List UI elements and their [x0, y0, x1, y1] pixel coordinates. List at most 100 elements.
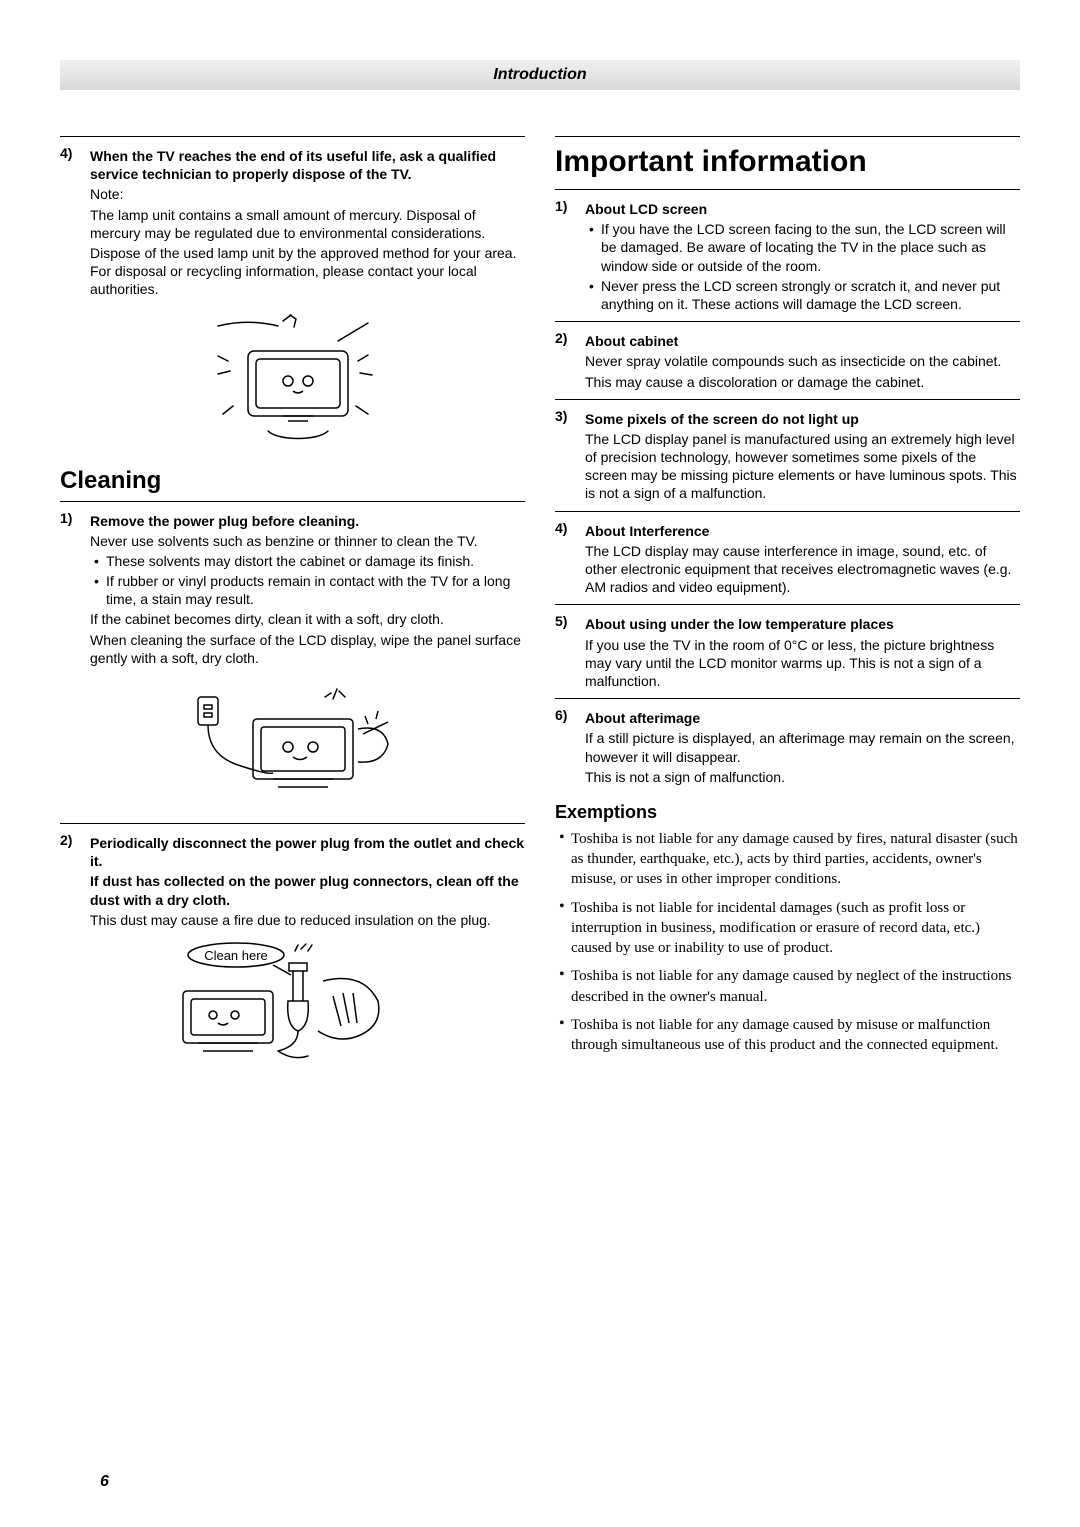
info-item-3: 3) Some pixels of the screen do not ligh… — [555, 408, 1020, 505]
bullet-text: Toshiba is not liable for any damage cau… — [571, 1015, 1020, 1056]
divider — [555, 604, 1020, 605]
divider — [555, 698, 1020, 699]
list-number: 4) — [555, 520, 585, 599]
left-column: 4) When the TV reaches the end of its us… — [60, 130, 525, 1085]
list-body: About LCD screen • If you have the LCD s… — [585, 198, 1020, 315]
item-title: About afterimage — [585, 709, 1020, 727]
divider — [60, 823, 525, 824]
exemptions-heading: Exemptions — [555, 802, 1020, 823]
item-title: About using under the low temperature pl… — [585, 615, 1020, 633]
item-title: About Interference — [585, 522, 1020, 540]
note-label: Note: — [90, 185, 525, 203]
item-title: Some pixels of the screen do not light u… — [585, 410, 1020, 428]
header-title: Introduction — [493, 66, 586, 84]
info-item-1: 1) About LCD screen • If you have the LC… — [555, 198, 1020, 315]
info-item-2: 2) About cabinet Never spray volatile co… — [555, 330, 1020, 393]
bullet-text: These solvents may distort the cabinet o… — [106, 552, 525, 570]
cleaning-item-1: 1) Remove the power plug before cleaning… — [60, 510, 525, 670]
callout-label: Clean here — [204, 948, 268, 963]
bullet-icon: • — [555, 829, 571, 890]
bullet-icon: • — [585, 220, 601, 275]
bullet-text: If you have the LCD screen facing to the… — [601, 220, 1020, 275]
paragraph: Dispose of the used lamp unit by the app… — [90, 244, 525, 299]
bullet-icon: • — [90, 552, 106, 570]
exemptions-list: • Toshiba is not liable for any damage c… — [555, 829, 1020, 1056]
info-item-6: 6) About afterimage If a still picture i… — [555, 707, 1020, 788]
bullet-icon: • — [555, 898, 571, 959]
list-number: 1) — [60, 510, 90, 670]
list-number: 3) — [555, 408, 585, 505]
list-number: 5) — [555, 613, 585, 692]
important-info-heading: Important information — [555, 145, 1020, 179]
cleaning-item-2: 2) Periodically disconnect the power plu… — [60, 832, 525, 931]
bullet-text: Toshiba is not liable for any damage cau… — [571, 829, 1020, 890]
bullet-item: • Toshiba is not liable for incidental d… — [555, 898, 1020, 959]
list-body: About Interference The LCD display may c… — [585, 520, 1020, 599]
item-title: Periodically disconnect the power plug f… — [90, 834, 525, 870]
paragraph: The LCD display panel is manufactured us… — [585, 430, 1020, 503]
paragraph: When cleaning the surface of the LCD dis… — [90, 631, 525, 667]
info-item-5: 5) About using under the low temperature… — [555, 613, 1020, 692]
bullet-item: • If you have the LCD screen facing to t… — [585, 220, 1020, 275]
list-body: When the TV reaches the end of its usefu… — [90, 145, 525, 301]
disposal-item: 4) When the TV reaches the end of its us… — [60, 145, 525, 301]
list-body: About afterimage If a still picture is d… — [585, 707, 1020, 788]
divider — [555, 399, 1020, 400]
info-item-4: 4) About Interference The LCD display ma… — [555, 520, 1020, 599]
divider — [555, 321, 1020, 322]
paragraph: If a still picture is displayed, an afte… — [585, 729, 1020, 765]
paragraph: The LCD display may cause interference i… — [585, 542, 1020, 597]
bullet-icon: • — [585, 277, 601, 313]
item-title: About cabinet — [585, 332, 1020, 350]
list-body: Some pixels of the screen do not light u… — [585, 408, 1020, 505]
bullet-text: Toshiba is not liable for incidental dam… — [571, 898, 1020, 959]
list-number: 2) — [60, 832, 90, 931]
list-body: Remove the power plug before cleaning. N… — [90, 510, 525, 670]
cleaning-heading: Cleaning — [60, 467, 525, 495]
divider — [555, 511, 1020, 512]
list-number: 4) — [60, 145, 90, 301]
paragraph: This may cause a discoloration or damage… — [585, 373, 1020, 391]
paragraph: The lamp unit contains a small amount of… — [90, 206, 525, 242]
paragraph: Never spray volatile compounds such as i… — [585, 352, 1020, 370]
list-body: About cabinet Never spray volatile compo… — [585, 330, 1020, 393]
paragraph: This is not a sign of malfunction. — [585, 768, 1020, 786]
item-title: If dust has collected on the power plug … — [90, 872, 525, 908]
disposal-illustration — [60, 311, 525, 451]
bullet-icon: • — [555, 966, 571, 1007]
bullet-icon: • — [555, 1015, 571, 1056]
right-column: Important information 1) About LCD scree… — [555, 130, 1020, 1085]
list-body: Periodically disconnect the power plug f… — [90, 832, 525, 931]
item-title: About LCD screen — [585, 200, 1020, 218]
bullet-item: • Toshiba is not liable for any damage c… — [555, 966, 1020, 1007]
list-number: 2) — [555, 330, 585, 393]
bullet-text: If rubber or vinyl products remain in co… — [106, 572, 525, 608]
paragraph: Never use solvents such as benzine or th… — [90, 532, 525, 550]
plug-illustration: Clean here — [60, 941, 525, 1071]
bullet-item: • Never press the LCD screen strongly or… — [585, 277, 1020, 313]
bullet-item: • Toshiba is not liable for any damage c… — [555, 1015, 1020, 1056]
page-number: 6 — [100, 1473, 109, 1491]
list-number: 1) — [555, 198, 585, 315]
bullet-item: • Toshiba is not liable for any damage c… — [555, 829, 1020, 890]
item-title: When the TV reaches the end of its usefu… — [90, 147, 525, 183]
bullet-item: • If rubber or vinyl products remain in … — [90, 572, 525, 608]
divider — [60, 501, 525, 502]
bullet-text: Never press the LCD screen strongly or s… — [601, 277, 1020, 313]
item-title: Remove the power plug before cleaning. — [90, 512, 525, 530]
divider — [555, 136, 1020, 137]
list-body: About using under the low temperature pl… — [585, 613, 1020, 692]
list-number: 6) — [555, 707, 585, 788]
content-columns: 4) When the TV reaches the end of its us… — [60, 130, 1020, 1085]
paragraph: This dust may cause a fire due to reduce… — [90, 911, 525, 929]
bullet-item: • These solvents may distort the cabinet… — [90, 552, 525, 570]
bullet-icon: • — [90, 572, 106, 608]
paragraph: If the cabinet becomes dirty, clean it w… — [90, 610, 525, 628]
page: Introduction 4) When the TV reaches the … — [0, 0, 1080, 1527]
bullet-text: Toshiba is not liable for any damage cau… — [571, 966, 1020, 1007]
header-bar: Introduction — [60, 60, 1020, 90]
cleaning-illustration — [60, 679, 525, 809]
divider — [60, 136, 525, 137]
divider — [555, 189, 1020, 190]
paragraph: If you use the TV in the room of 0°C or … — [585, 636, 1020, 691]
